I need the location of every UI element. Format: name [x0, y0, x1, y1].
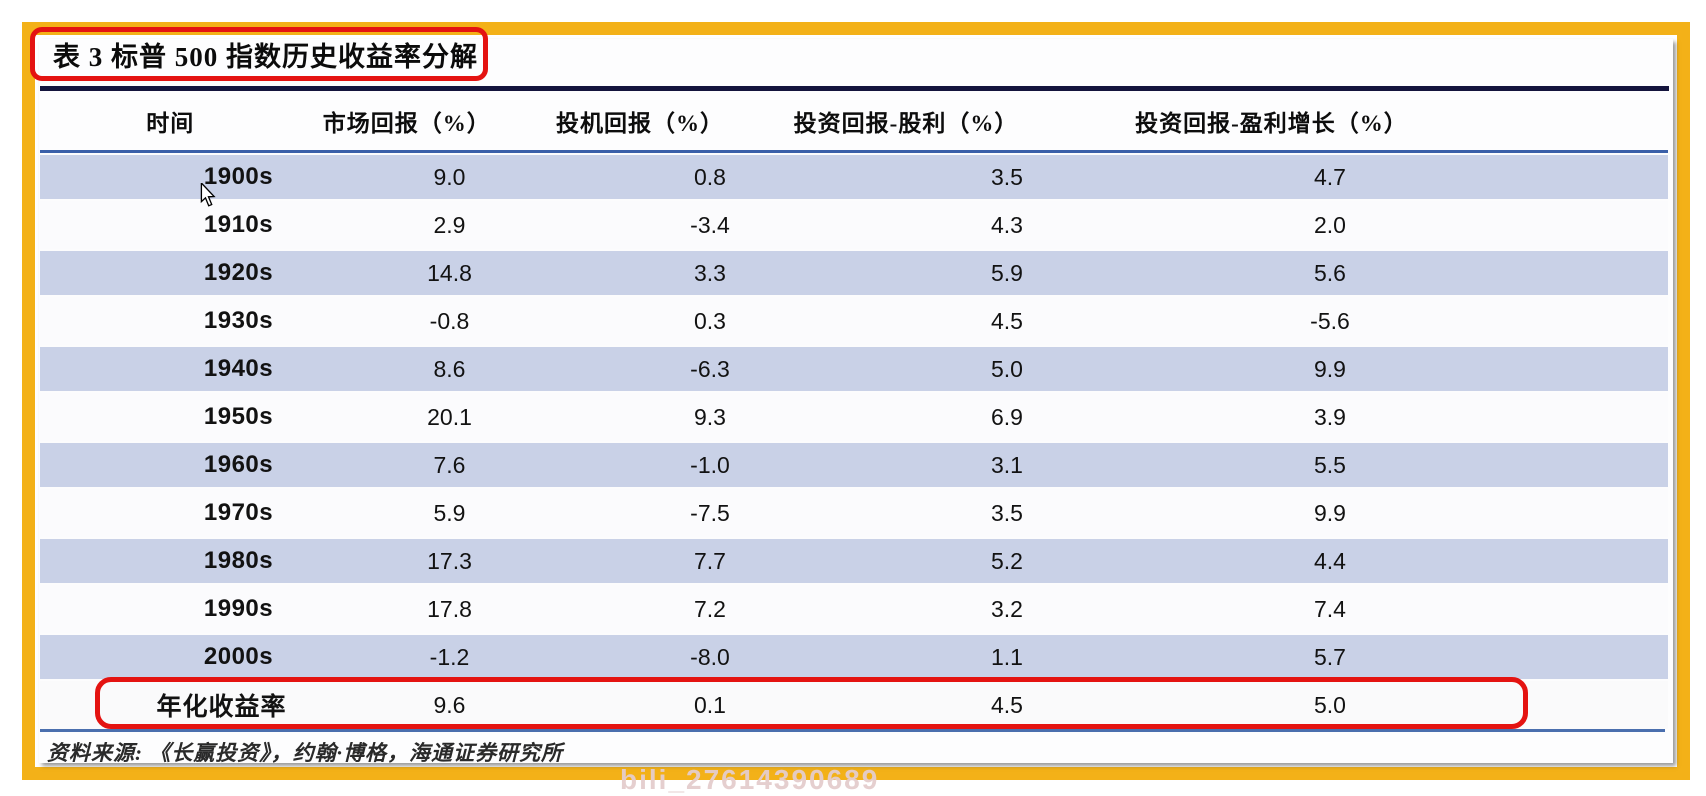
- value-cell: 3.9: [1314, 403, 1346, 430]
- footer-divider: [40, 729, 1665, 732]
- period-cell: 2000s: [203, 643, 274, 670]
- value-cell: 5.9: [433, 499, 466, 526]
- value-cell: -5.6: [1310, 307, 1350, 334]
- value-cell: 20.1: [427, 403, 472, 430]
- value-cell: 17.3: [427, 547, 472, 574]
- value-cell: -1.2: [429, 643, 470, 670]
- value-cell: -7.5: [690, 499, 730, 526]
- gold-frame: 表 3 标普 500 指数历史收益率分解 时间 市场回报（%） 投机回报（%） 投资回…: [22, 22, 1690, 780]
- value-cell: 7.7: [694, 547, 726, 574]
- column-header: 时间: [146, 111, 195, 136]
- table-row: 2000s -1.2 -8.0 1.1 5.7: [40, 633, 1668, 681]
- table-row: 1900s 9.0 0.8 3.5 4.7: [40, 153, 1668, 201]
- value-cell: 0.1: [694, 691, 726, 718]
- value-cell: 3.3: [694, 259, 726, 286]
- value-cell: 8.6: [433, 355, 466, 382]
- value-cell: 3.5: [991, 163, 1023, 190]
- period-cell: 1950s: [203, 403, 274, 430]
- value-cell: 2.9: [433, 211, 466, 238]
- period-cell: 1940s: [203, 355, 274, 382]
- period-cell: 1980s: [203, 547, 274, 574]
- value-cell: 9.3: [694, 403, 726, 430]
- value-cell: 5.7: [1314, 643, 1346, 670]
- column-header: 投资回报-盈利增长（%）: [1135, 111, 1408, 136]
- title-divider: [40, 86, 1669, 91]
- value-cell: 5.9: [991, 259, 1023, 286]
- period-cell: 1990s: [203, 595, 274, 622]
- table-row: 1940s 8.6 -6.3 5.0 9.9: [40, 345, 1668, 393]
- value-cell: 3.2: [991, 595, 1023, 622]
- table-row: 1980s 17.3 7.7 5.2 4.4: [40, 537, 1668, 585]
- value-cell: 9.9: [1314, 499, 1346, 526]
- value-cell: 14.8: [427, 259, 472, 286]
- table-row: 年化收益率 9.6 0.1 4.5 5.0: [40, 681, 1668, 729]
- table-header-row: 时间 市场回报（%） 投机回报（%） 投资回报-股利（%） 投资回报-盈利增长（%）: [40, 92, 1668, 150]
- table-row: 1950s 20.1 9.3 6.9 3.9: [40, 393, 1668, 441]
- table-panel: 表 3 标普 500 指数历史收益率分解 时间 市场回报（%） 投机回报（%） 投资回…: [30, 27, 1673, 765]
- value-cell: 0.3: [694, 307, 726, 334]
- value-cell: 4.4: [1314, 547, 1346, 574]
- mouse-cursor-icon: [200, 183, 216, 207]
- table-row: 1930s -0.8 0.3 4.5 -5.6: [40, 297, 1668, 345]
- value-cell: 5.5: [1314, 451, 1346, 478]
- period-cell: 1930s: [203, 307, 274, 334]
- period-cell: 1910s: [203, 211, 274, 238]
- table-body: 1900s 9.0 0.8 3.5 4.7 1910s 2.9 -3.4 4.3 2.0 1920s…: [40, 153, 1668, 729]
- column-header: 投机回报（%）: [556, 111, 725, 136]
- table-row: 1990s 17.8 7.2 3.2 7.4: [40, 585, 1668, 633]
- value-cell: 0.8: [694, 163, 726, 190]
- table-title: 表 3 标普 500 指数历史收益率分解: [53, 41, 478, 72]
- value-cell: 9.0: [433, 163, 466, 190]
- value-cell: -1.0: [690, 451, 730, 478]
- value-cell: -0.8: [429, 307, 470, 334]
- period-cell: 1920s: [203, 259, 274, 286]
- value-cell: 9.9: [1314, 355, 1346, 382]
- watermark: bili_27614390689: [620, 764, 880, 795]
- value-cell: 2.0: [1314, 211, 1346, 238]
- value-cell: 7.6: [433, 451, 466, 478]
- period-cell: 年化收益率: [156, 694, 287, 721]
- period-cell: 1960s: [203, 451, 274, 478]
- value-cell: 4.5: [991, 307, 1023, 334]
- value-cell: 1.1: [991, 643, 1023, 670]
- title-annotation-box: 表 3 标普 500 指数历史收益率分解: [30, 27, 488, 81]
- value-cell: 7.2: [694, 595, 726, 622]
- value-cell: 4.3: [991, 211, 1023, 238]
- table-row: 1910s 2.9 -3.4 4.3 2.0: [40, 201, 1668, 249]
- value-cell: 3.1: [991, 451, 1023, 478]
- period-cell: 1900s: [203, 163, 274, 190]
- column-header: 市场回报（%）: [322, 111, 491, 136]
- header-divider: [40, 150, 1668, 153]
- value-cell: 4.7: [1314, 163, 1346, 190]
- value-cell: 5.6: [1314, 259, 1346, 286]
- value-cell: -8.0: [690, 643, 730, 670]
- value-cell: -3.4: [690, 211, 730, 238]
- value-cell: 7.4: [1314, 595, 1346, 622]
- value-cell: 6.9: [991, 403, 1023, 430]
- value-cell: 5.0: [991, 355, 1023, 382]
- table-row: 1970s 5.9 -7.5 3.5 9.9: [40, 489, 1668, 537]
- value-cell: 5.0: [1314, 691, 1346, 718]
- value-cell: 4.5: [991, 691, 1023, 718]
- value-cell: 5.2: [991, 547, 1023, 574]
- value-cell: -6.3: [690, 355, 730, 382]
- value-cell: 17.8: [427, 595, 472, 622]
- value-cell: 9.6: [433, 691, 466, 718]
- value-cell: 3.5: [991, 499, 1023, 526]
- period-cell: 1970s: [203, 499, 274, 526]
- source-note: 资料来源: 《长赢投资》，约翰·博格，海通证券研究所: [47, 741, 563, 765]
- table-row: 1960s 7.6 -1.0 3.1 5.5: [40, 441, 1668, 489]
- table-row: 1920s 14.8 3.3 5.9 5.6: [40, 249, 1668, 297]
- column-header: 投资回报-股利（%）: [793, 111, 1019, 136]
